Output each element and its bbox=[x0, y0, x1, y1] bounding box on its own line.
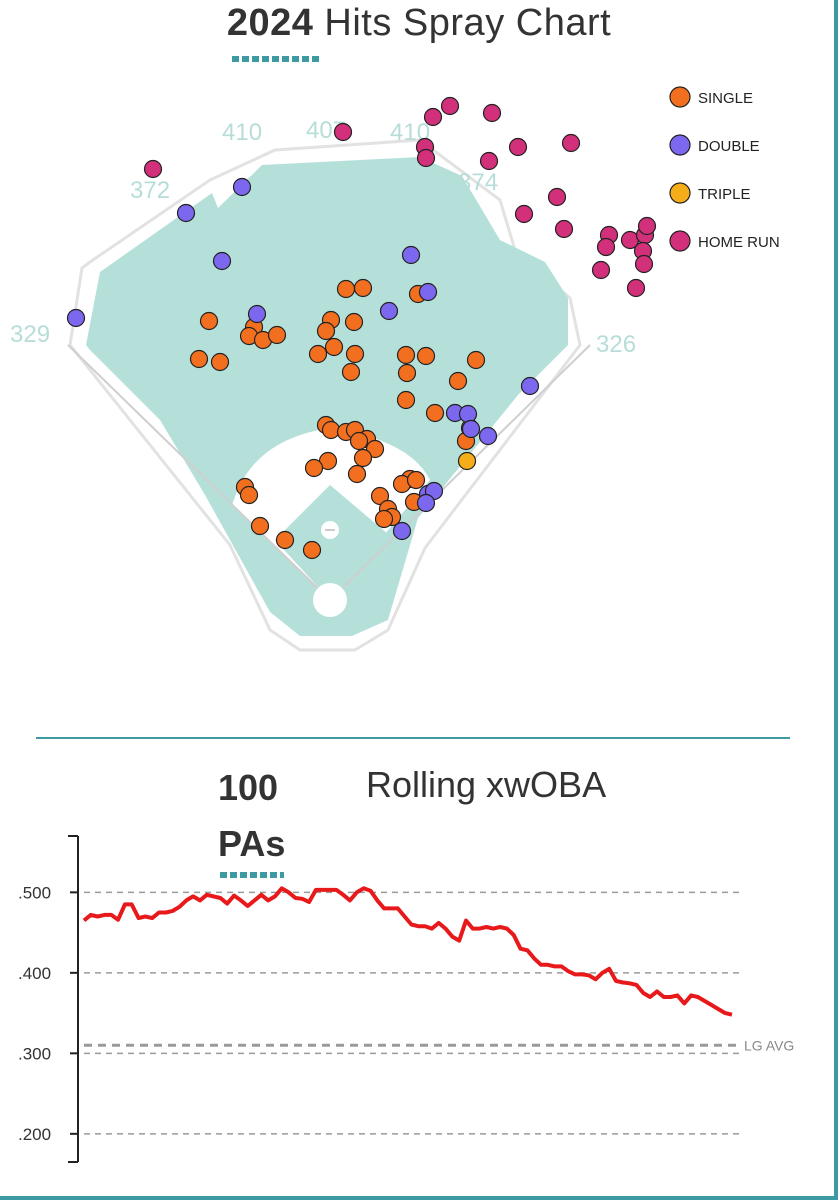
hit-dot-single bbox=[239, 485, 259, 505]
hit-dot-double bbox=[247, 304, 267, 324]
legend: SINGLE DOUBLE TRIPLE HOME RUN bbox=[669, 86, 780, 252]
hit-dot-home-run bbox=[626, 278, 646, 298]
spray-chart-title: 2024 Hits Spray Chart bbox=[0, 2, 838, 45]
hit-dot-single bbox=[370, 486, 390, 506]
right-foul-line bbox=[329, 344, 591, 601]
y-tick-label: .400 bbox=[18, 964, 51, 983]
distance-label-left-center: 372 bbox=[130, 177, 170, 204]
rolling-chart-title: Rolling xwOBA bbox=[366, 764, 607, 805]
league-average-label: LG AVG bbox=[744, 1037, 794, 1053]
hit-dot-single bbox=[374, 509, 394, 529]
hit-dot-single bbox=[406, 470, 426, 490]
hit-dot-home-run bbox=[596, 237, 616, 257]
hit-dot-home-run bbox=[508, 137, 528, 157]
hit-dot-double bbox=[520, 376, 540, 396]
spray-title-year: 2024 bbox=[226, 2, 314, 44]
hit-dot-home-run bbox=[479, 151, 499, 171]
hit-dot-single bbox=[397, 363, 417, 383]
y-tick-labels: .500 .400 .300 .200 bbox=[18, 883, 78, 1144]
legend-swatch-home-run bbox=[669, 230, 691, 252]
spray-chart: 372 410 407 410 374 329 326 SINGLE DOUBL… bbox=[10, 86, 780, 652]
spray-title-text: Hits Spray Chart bbox=[324, 2, 612, 44]
hit-dot-double bbox=[176, 203, 196, 223]
distance-label-left-field: 329 bbox=[10, 321, 50, 348]
legend-swatch-triple bbox=[669, 182, 691, 204]
hit-dot-single bbox=[466, 350, 486, 370]
hit-dot-single bbox=[448, 371, 468, 391]
hit-dot-double bbox=[66, 308, 86, 328]
hit-dot-single bbox=[396, 390, 416, 410]
rolling-window-label: 100 PAs bbox=[218, 767, 286, 864]
hit-dot-double bbox=[379, 301, 399, 321]
section-divider bbox=[36, 737, 790, 739]
hit-dot-single bbox=[324, 337, 344, 357]
y-tick-label: .200 bbox=[18, 1125, 51, 1144]
pa-label-underline bbox=[220, 872, 284, 878]
hit-dot-single bbox=[345, 344, 365, 364]
hit-dot-double bbox=[416, 493, 436, 513]
legend-label-home-run: HOME RUN bbox=[698, 234, 780, 251]
hit-dot-home-run bbox=[333, 122, 353, 142]
y-tick-label: .300 bbox=[18, 1044, 51, 1063]
hit-dot-double bbox=[401, 245, 421, 265]
hit-dot-single bbox=[308, 344, 328, 364]
xwoba-series-line bbox=[82, 886, 733, 1017]
hit-dot-home-run bbox=[514, 204, 534, 224]
hit-dot-double bbox=[392, 521, 412, 541]
gridlines bbox=[84, 891, 740, 1135]
hit-dot-home-run bbox=[591, 260, 611, 280]
legend-swatch-single bbox=[669, 86, 691, 108]
hit-dot-single bbox=[304, 458, 324, 478]
hit-dot-single bbox=[250, 516, 270, 536]
hit-dot-home-run bbox=[143, 159, 163, 179]
hit-dot-single bbox=[353, 278, 373, 298]
legend-label-triple: TRIPLE bbox=[698, 186, 751, 203]
hit-dot-single bbox=[344, 312, 364, 332]
legend-label-single: SINGLE bbox=[698, 90, 753, 107]
hit-dot-single bbox=[425, 403, 445, 423]
y-tick-label: .500 bbox=[18, 883, 51, 902]
distance-label-left-center-deep: 410 bbox=[222, 119, 262, 146]
hit-dot-single bbox=[416, 346, 436, 366]
hit-dot-home-run bbox=[440, 96, 460, 116]
hit-dot-single bbox=[199, 311, 219, 331]
hit-dot-single bbox=[267, 325, 287, 345]
hit-dot-double bbox=[212, 251, 232, 271]
hit-dot-single bbox=[316, 321, 336, 341]
hit-dot-home-run bbox=[547, 187, 567, 207]
legend-swatch-double bbox=[669, 134, 691, 156]
hit-dot-home-run bbox=[634, 254, 654, 274]
spray-title-underline bbox=[232, 56, 320, 62]
hit-dot-home-run bbox=[561, 133, 581, 153]
pitching-rubber bbox=[325, 529, 335, 531]
hit-dot-home-run bbox=[637, 216, 657, 236]
hit-dot-single bbox=[189, 349, 209, 369]
left-foul-line bbox=[67, 344, 331, 601]
hit-dot-single bbox=[396, 345, 416, 365]
legend-label-double: DOUBLE bbox=[698, 138, 760, 155]
hit-dot-single bbox=[302, 540, 322, 560]
hit-dot-double bbox=[232, 177, 252, 197]
hit-dot-home-run bbox=[482, 103, 502, 123]
hit-dot-double bbox=[418, 282, 438, 302]
hit-dot-double bbox=[478, 426, 498, 446]
hit-dot-single bbox=[349, 431, 369, 451]
hit-dot-single bbox=[347, 464, 367, 484]
hit-dot-home-run bbox=[416, 148, 436, 168]
infield-grass bbox=[275, 485, 395, 600]
distance-label-right-center: 374 bbox=[458, 169, 498, 196]
hit-dot-single bbox=[275, 530, 295, 550]
outfield-grass bbox=[86, 157, 568, 636]
hit-dot-single bbox=[353, 448, 373, 468]
hit-dot-single bbox=[341, 362, 361, 382]
hit-dots bbox=[66, 96, 657, 560]
distance-label-right-field: 326 bbox=[596, 331, 636, 358]
hit-dot-home-run bbox=[423, 107, 443, 127]
hit-dot-home-run bbox=[554, 219, 574, 239]
hit-dot-single bbox=[210, 352, 230, 372]
hit-dot-double bbox=[461, 419, 481, 439]
hit-dot-triple bbox=[457, 451, 477, 471]
home-plate-area bbox=[313, 583, 347, 617]
